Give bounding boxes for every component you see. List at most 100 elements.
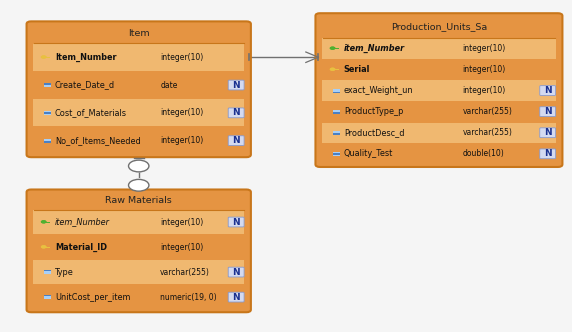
Text: date: date xyxy=(160,81,178,90)
Circle shape xyxy=(329,68,335,71)
Text: N: N xyxy=(544,128,551,137)
Bar xyxy=(333,153,340,154)
Text: varchar(255): varchar(255) xyxy=(463,107,513,116)
FancyBboxPatch shape xyxy=(540,107,555,117)
Bar xyxy=(44,86,51,87)
Bar xyxy=(44,297,51,298)
FancyBboxPatch shape xyxy=(315,13,562,167)
Text: exact_Weight_un: exact_Weight_un xyxy=(344,86,414,95)
Bar xyxy=(33,260,244,284)
Text: integer(10): integer(10) xyxy=(160,243,204,252)
Bar xyxy=(333,131,340,132)
Text: Production_Units_Sa: Production_Units_Sa xyxy=(391,22,487,31)
Text: Quality_Test: Quality_Test xyxy=(344,149,393,158)
Bar xyxy=(47,247,49,248)
Bar xyxy=(333,131,340,135)
Text: No_of_Items_Needed: No_of_Items_Needed xyxy=(55,136,141,145)
Bar xyxy=(33,235,244,259)
Bar xyxy=(322,101,555,122)
Text: Create_Date_d: Create_Date_d xyxy=(55,81,115,90)
FancyBboxPatch shape xyxy=(228,292,244,302)
Bar xyxy=(333,110,340,114)
Circle shape xyxy=(41,220,46,223)
Text: N: N xyxy=(544,107,551,116)
Bar xyxy=(333,113,340,114)
Bar xyxy=(44,295,51,299)
Text: N: N xyxy=(232,81,240,90)
Bar xyxy=(332,69,339,70)
Bar xyxy=(33,210,244,234)
Bar xyxy=(44,85,51,86)
Bar xyxy=(49,57,50,58)
Bar xyxy=(43,57,50,58)
Bar xyxy=(44,271,51,272)
Text: Type: Type xyxy=(55,268,74,277)
Bar xyxy=(44,140,51,141)
Bar xyxy=(44,111,51,115)
Bar xyxy=(333,110,340,111)
Bar xyxy=(33,127,244,154)
FancyBboxPatch shape xyxy=(228,267,244,277)
Bar xyxy=(33,99,244,126)
Bar xyxy=(336,48,337,49)
FancyBboxPatch shape xyxy=(228,80,244,90)
Bar xyxy=(337,48,339,49)
Bar xyxy=(44,139,51,143)
Bar xyxy=(333,89,340,90)
Bar xyxy=(333,132,340,133)
Text: N: N xyxy=(232,268,240,277)
Text: varchar(255): varchar(255) xyxy=(160,268,210,277)
Bar xyxy=(333,89,340,93)
Bar xyxy=(332,48,339,49)
Text: integer(10): integer(10) xyxy=(160,217,204,226)
Bar xyxy=(44,270,51,274)
FancyBboxPatch shape xyxy=(540,149,555,159)
Text: Material_ID: Material_ID xyxy=(55,242,107,252)
Text: N: N xyxy=(232,292,240,301)
Bar xyxy=(44,272,51,273)
Bar xyxy=(333,111,340,112)
Bar xyxy=(44,298,51,299)
Circle shape xyxy=(129,160,149,172)
Bar xyxy=(49,222,50,223)
Bar xyxy=(43,247,50,248)
Bar xyxy=(322,123,555,143)
Bar xyxy=(49,247,50,248)
Text: item_Number: item_Number xyxy=(344,44,405,53)
Bar xyxy=(333,152,340,156)
Circle shape xyxy=(129,179,149,191)
Bar xyxy=(333,91,340,92)
FancyBboxPatch shape xyxy=(228,108,244,118)
Text: integer(10): integer(10) xyxy=(463,65,506,74)
Text: Serial: Serial xyxy=(344,65,370,74)
Bar xyxy=(44,273,51,274)
FancyBboxPatch shape xyxy=(540,86,555,95)
Text: integer(10): integer(10) xyxy=(160,108,204,117)
Bar xyxy=(333,152,340,153)
Bar xyxy=(44,113,51,114)
Bar xyxy=(43,222,50,223)
Bar xyxy=(322,38,555,58)
Bar xyxy=(336,69,337,70)
Bar xyxy=(47,57,49,58)
Text: Cost_of_Materials: Cost_of_Materials xyxy=(55,108,127,117)
Bar xyxy=(44,114,51,115)
Circle shape xyxy=(41,245,46,249)
Bar xyxy=(337,69,339,70)
Text: integer(10): integer(10) xyxy=(160,53,204,62)
FancyBboxPatch shape xyxy=(228,217,244,227)
Bar xyxy=(333,90,340,91)
Bar xyxy=(47,222,49,223)
Bar xyxy=(322,144,555,164)
Text: Item_Number: Item_Number xyxy=(55,53,116,62)
Bar xyxy=(33,71,244,99)
Text: UnitCost_per_item: UnitCost_per_item xyxy=(55,292,130,301)
Bar xyxy=(44,83,51,87)
Bar xyxy=(33,285,244,309)
FancyBboxPatch shape xyxy=(228,136,244,145)
Bar xyxy=(33,43,244,71)
Text: integer(10): integer(10) xyxy=(463,44,506,53)
FancyBboxPatch shape xyxy=(26,190,251,312)
Bar xyxy=(333,155,340,156)
Bar xyxy=(44,141,51,142)
